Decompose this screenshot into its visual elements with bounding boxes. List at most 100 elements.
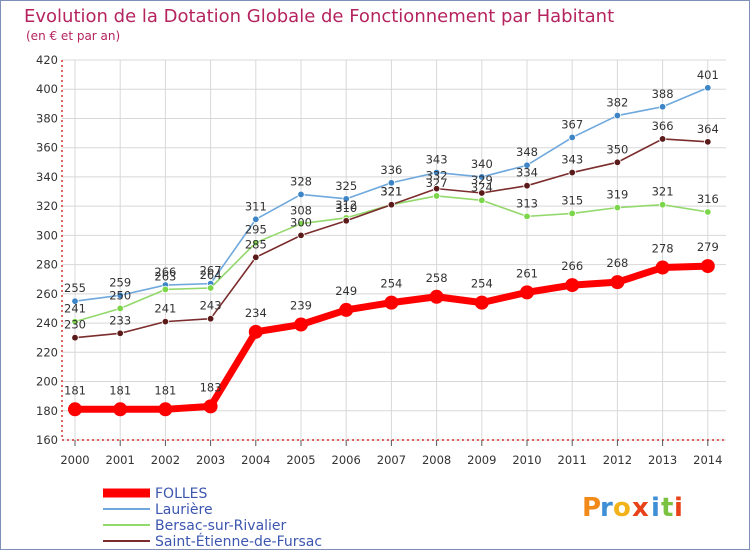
data-point xyxy=(613,158,622,167)
y-tick-label: 320 xyxy=(36,199,58,213)
data-label: 250 xyxy=(109,288,131,302)
y-tick-label: 220 xyxy=(36,345,58,359)
data-label: 343 xyxy=(426,153,448,167)
data-label: 295 xyxy=(245,223,267,237)
data-point xyxy=(568,133,576,142)
data-point xyxy=(478,189,486,197)
data-point xyxy=(565,278,580,293)
data-label: 181 xyxy=(109,383,131,397)
data-label: 234 xyxy=(245,306,267,320)
data-label: 327 xyxy=(426,176,448,190)
data-point xyxy=(248,324,263,339)
y-tick-label: 260 xyxy=(36,287,58,301)
svg-text:r: r xyxy=(600,493,613,523)
data-label: 267 xyxy=(200,264,222,278)
data-point xyxy=(658,200,667,209)
data-label: 321 xyxy=(652,185,674,199)
data-point xyxy=(116,304,124,313)
data-label: 350 xyxy=(606,142,628,156)
data-label: 382 xyxy=(606,96,628,110)
data-point xyxy=(474,295,489,310)
data-label: 255 xyxy=(64,281,86,295)
data-point xyxy=(429,289,444,304)
data-label: 321 xyxy=(380,185,402,199)
data-label: 268 xyxy=(606,256,628,270)
y-tick-label: 280 xyxy=(36,258,58,272)
x-tick-label: 2005 xyxy=(286,453,315,467)
data-label: 243 xyxy=(200,299,222,313)
data-point xyxy=(658,135,667,143)
data-point xyxy=(294,317,308,332)
data-point xyxy=(297,219,305,228)
x-tick-label: 2000 xyxy=(60,453,89,467)
data-label: 285 xyxy=(245,237,267,251)
x-tick-label: 2014 xyxy=(693,453,722,467)
plot-area: 160 180 200 220 240 260 280 300 320 340 360 380 400 4… xyxy=(36,53,726,467)
data-point xyxy=(387,179,396,187)
data-point xyxy=(71,317,79,326)
data-point xyxy=(252,215,260,224)
data-label: 258 xyxy=(426,271,448,285)
data-point xyxy=(158,402,173,417)
x-tick-label: 2011 xyxy=(558,453,587,467)
data-label: 336 xyxy=(380,163,402,177)
svg-text:P: P xyxy=(582,493,601,523)
data-point xyxy=(342,195,350,203)
chart-title: Evolution de la Dotation Globale de Fonc… xyxy=(24,6,614,27)
data-label: 401 xyxy=(697,68,719,82)
svg-text:t: t xyxy=(661,493,673,523)
data-label: 279 xyxy=(697,240,719,254)
data-point xyxy=(342,217,350,225)
data-label: 324 xyxy=(471,180,493,194)
data-label: 259 xyxy=(109,275,131,289)
data-point xyxy=(206,314,215,323)
data-label: 233 xyxy=(109,313,131,327)
data-point xyxy=(520,285,534,300)
data-label: 319 xyxy=(606,188,628,202)
y-tick-label: 400 xyxy=(36,82,58,96)
data-point xyxy=(203,399,218,414)
y-tick-label: 380 xyxy=(36,111,58,125)
y-tick-label: 200 xyxy=(36,375,58,389)
data-point xyxy=(700,259,715,274)
data-label: 266 xyxy=(154,265,176,279)
data-label: 366 xyxy=(652,119,674,133)
data-point xyxy=(297,190,305,199)
y-tick-label: 420 xyxy=(36,53,58,67)
data-point xyxy=(384,295,399,310)
data-label: 329 xyxy=(471,173,493,187)
data-point xyxy=(655,260,670,275)
data-point xyxy=(523,212,531,221)
data-label: 278 xyxy=(652,242,674,256)
data-label: 266 xyxy=(561,259,583,273)
y-tick-label: 240 xyxy=(36,316,58,330)
data-label: 328 xyxy=(290,174,312,188)
legend-label: Saint-Étienne-de-Fursac xyxy=(155,533,322,550)
data-point xyxy=(568,168,576,177)
x-tick-label: 2004 xyxy=(241,453,270,467)
data-point xyxy=(387,200,396,209)
data-label: 334 xyxy=(516,166,538,180)
x-tick-label: 2013 xyxy=(648,453,677,467)
data-label: 254 xyxy=(471,277,493,291)
data-point xyxy=(116,291,124,300)
x-tick-label: 2010 xyxy=(512,453,541,467)
proxiti-logo: P r o x i t i xyxy=(582,493,683,523)
legend-label: Bersac-sur-Rivalier xyxy=(155,518,287,534)
y-tick-label: 180 xyxy=(36,404,58,418)
data-label: 343 xyxy=(561,153,583,167)
data-label: 321 xyxy=(380,185,402,199)
data-point xyxy=(116,329,124,338)
data-label: 230 xyxy=(64,318,86,332)
data-point xyxy=(478,196,486,205)
data-label: 261 xyxy=(516,266,538,280)
data-point xyxy=(613,111,622,120)
x-tick-label: 2012 xyxy=(603,453,632,467)
data-point xyxy=(206,284,215,292)
data-label: 308 xyxy=(290,204,312,218)
data-label: 239 xyxy=(290,299,312,313)
data-point xyxy=(297,231,305,240)
chart-subtitle: (en € et par an) xyxy=(26,29,120,43)
data-label: 348 xyxy=(516,145,538,159)
x-tick-label: 2003 xyxy=(196,453,225,467)
